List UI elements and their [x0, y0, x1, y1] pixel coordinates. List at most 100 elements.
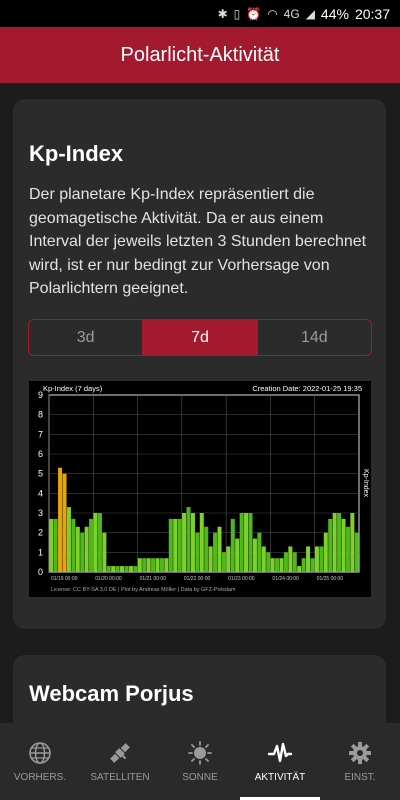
clock: 20:37	[354, 5, 390, 22]
content-scroll[interactable]: Kp-Index Der planetare Kp-Index repräsen…	[0, 83, 400, 723]
battery-level: 44%	[320, 5, 349, 22]
chart-creation-date: Creation Date: 2022-01-25 19:35	[252, 384, 362, 393]
nav-label-forecast: VORHERS.	[13, 772, 67, 783]
chart-bar	[301, 558, 306, 572]
nav-item-activity[interactable]: AKTIVITÄT	[240, 723, 320, 800]
chart-bar	[53, 518, 58, 572]
chart-x-tick-label: 01/24 00:00	[272, 576, 299, 582]
chart-bar	[252, 538, 257, 572]
activity-icon	[267, 740, 293, 766]
chart-bar	[306, 546, 311, 572]
globe-icon	[27, 740, 53, 766]
chart-y-label: Kp-Index	[362, 469, 369, 498]
chart-bar	[270, 558, 275, 572]
nav-label-settings: EINST.	[344, 772, 376, 783]
chart-bar	[182, 513, 187, 572]
chart-bar	[164, 558, 169, 572]
chart-bar	[266, 552, 271, 572]
range-option-14d[interactable]: 14d	[256, 320, 371, 355]
nav-item-forecast[interactable]: VORHERS.	[0, 723, 80, 800]
chart-bar	[341, 518, 346, 572]
network-type-icon: 4G	[283, 6, 300, 21]
kp-index-card: Kp-Index Der planetare Kp-Index repräsen…	[13, 99, 386, 629]
kp-description: Der planetare Kp-Index repräsentiert die…	[29, 186, 367, 297]
chart-y-tick-label: 4	[38, 488, 43, 498]
chart-bar	[292, 552, 297, 572]
vibrate-icon: ▯	[233, 6, 241, 21]
chart-y-tick-label: 7	[38, 429, 43, 439]
chart-y-tick-label: 6	[38, 449, 43, 459]
chart-title: Kp-Index (7 days)	[43, 384, 103, 393]
chart-bar	[239, 513, 244, 572]
bottom-navigation: VORHERS. SATELLITEN SONNE AKTIVITÄT EINS…	[0, 723, 400, 800]
range-selector: 3d 7d 14d	[28, 319, 372, 356]
chart-bar	[235, 538, 240, 572]
chart-bar	[328, 518, 333, 572]
chart-bar	[102, 532, 107, 572]
chart-bar	[115, 566, 120, 572]
chart-bar	[190, 513, 195, 572]
nav-item-sun[interactable]: SONNE	[160, 723, 240, 800]
chart-bar	[350, 513, 355, 572]
range-option-7d[interactable]: 7d	[142, 320, 257, 355]
chart-bar	[159, 558, 164, 572]
webcam-card-title: Webcam Porjus	[29, 681, 194, 706]
chart-bar	[128, 566, 133, 572]
chart-bar	[230, 518, 235, 572]
chart-bar	[195, 532, 200, 572]
range-option-3d[interactable]: 3d	[76, 328, 95, 346]
chart-bar	[97, 513, 102, 572]
chart-bar	[257, 532, 262, 572]
sun-icon	[187, 740, 213, 766]
nav-item-settings[interactable]: EINST.	[320, 723, 400, 800]
chart-bar	[208, 546, 213, 572]
chart-bar	[354, 532, 359, 572]
chart-bar	[221, 552, 226, 572]
chart-y-ticks: 0 1 2 3 4 5 6 7 8 9	[38, 390, 43, 577]
chart-bar	[279, 558, 284, 572]
chart-x-tick-label: 01/22 00:00	[184, 576, 211, 582]
chart-bar	[217, 526, 222, 572]
chart-bar	[66, 507, 71, 572]
chart-bar	[111, 566, 116, 572]
nav-label-activity: AKTIVITÄT	[254, 772, 306, 783]
chart-y-tick-label: 5	[38, 469, 43, 479]
chart-bar	[213, 532, 218, 572]
chart-bar	[168, 518, 173, 572]
chart-x-tick-label: 01/21 00:00	[140, 576, 167, 582]
chart-bar	[283, 552, 288, 572]
nav-label-satellites: SATELLITEN	[90, 772, 150, 783]
chart-bar	[337, 513, 342, 572]
page-title: Polarlicht-Aktivität	[120, 43, 280, 66]
chart-bar	[84, 526, 89, 572]
chart-bar	[345, 526, 350, 572]
chart-bar	[58, 467, 63, 572]
chart-bar	[204, 526, 209, 572]
chart-bar	[151, 558, 156, 572]
chart-bar	[297, 566, 302, 572]
chart-bar	[71, 518, 76, 572]
chart-bar	[106, 566, 111, 572]
chart-bar	[155, 558, 160, 572]
chart-y-tick-label: 9	[38, 390, 43, 400]
bluetooth-icon: ✱	[217, 6, 228, 21]
chart-y-tick-label: 2	[38, 528, 43, 538]
chart-bar	[226, 546, 231, 572]
nav-item-satellites[interactable]: SATELLITEN	[80, 723, 160, 800]
chart-y-tick-label: 8	[38, 410, 43, 420]
chart-x-tick-label: 01/19 00:00	[51, 576, 78, 582]
chart-bar	[120, 566, 125, 572]
chart-bar	[89, 518, 94, 572]
chart-bar	[310, 558, 315, 572]
kp-card-title: Kp-Index	[29, 141, 124, 166]
chart-bar	[124, 566, 129, 572]
nav-label-sun: SONNE	[182, 772, 218, 783]
chart-y-tick-label: 0	[38, 567, 43, 577]
chart-bar	[261, 546, 266, 572]
chart-bar	[177, 518, 182, 572]
chart-bar	[133, 566, 138, 572]
chart-bar	[314, 546, 319, 572]
chart-bar	[173, 518, 178, 572]
wifi-icon: ◠	[267, 6, 278, 21]
kp-chart: Kp-Index (7 days) Creation Date: 2022-01…	[29, 381, 371, 597]
